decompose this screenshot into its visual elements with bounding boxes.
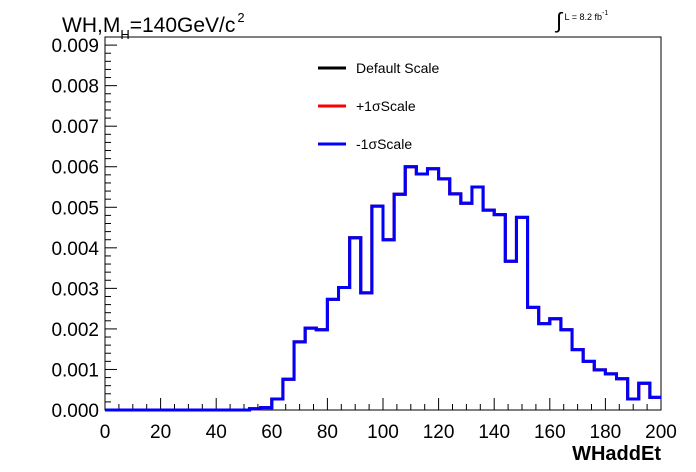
- x-axis: 0 20 40 60 80 100 120 140 160 180 200: [100, 398, 677, 443]
- x-tick-label: 60: [261, 422, 282, 443]
- y-tick-label: 0.008: [51, 77, 99, 98]
- legend-label: +1σScale: [356, 98, 416, 114]
- title-suffix: =140GeV/c: [129, 14, 236, 37]
- legend: Default Scale +1σScale -1σScale: [318, 60, 439, 152]
- integral-symbol: ∫: [556, 8, 563, 33]
- y-tick-label: 0.004: [51, 239, 99, 260]
- legend-label: Default Scale: [356, 60, 439, 76]
- x-tick-label: 160: [534, 422, 566, 443]
- x-tick-label: 100: [367, 422, 399, 443]
- series-line-1: [105, 165, 661, 412]
- title-superscript: 2: [237, 10, 245, 25]
- luminosity-text: L = 8.2 fb: [564, 12, 602, 22]
- legend-label: -1σScale: [356, 136, 412, 152]
- x-tick-label: 180: [590, 422, 622, 443]
- y-tick-label: 0.002: [51, 320, 99, 341]
- x-tick-label: 0: [100, 422, 111, 443]
- y-tick-label: 0.009: [51, 36, 99, 57]
- y-tick-label: 0.000: [51, 401, 99, 422]
- x-tick-label: 120: [423, 422, 455, 443]
- x-tick-label: 200: [645, 422, 677, 443]
- y-tick-label: 0.001: [51, 360, 99, 381]
- series-line-2: [105, 165, 661, 412]
- y-tick-label: 0.005: [51, 198, 99, 219]
- luminosity-superscript: -1: [602, 10, 609, 17]
- x-tick-label: 40: [206, 422, 227, 443]
- series-line-0: [105, 165, 661, 412]
- plot-title: WH,MH=140GeV/c 2: [62, 10, 245, 42]
- luminosity-label: ∫ L = 8.2 fb-1: [556, 8, 608, 34]
- series-layer: [105, 165, 661, 412]
- x-tick-label: 20: [150, 422, 171, 443]
- title-subscript: H: [120, 27, 130, 42]
- y-tick-label: 0.003: [51, 279, 99, 300]
- title-prefix: WH,M: [62, 14, 121, 37]
- x-tick-label: 80: [317, 422, 338, 443]
- y-axis: 0.000 0.001 0.002 0.003 0.004 0.005 0.006 0.007…: [51, 36, 117, 422]
- x-tick-label: 140: [478, 422, 510, 443]
- y-tick-label: 0.006: [51, 158, 99, 179]
- x-axis-label: WHaddEt: [572, 443, 661, 465]
- y-tick-label: 0.007: [51, 117, 99, 138]
